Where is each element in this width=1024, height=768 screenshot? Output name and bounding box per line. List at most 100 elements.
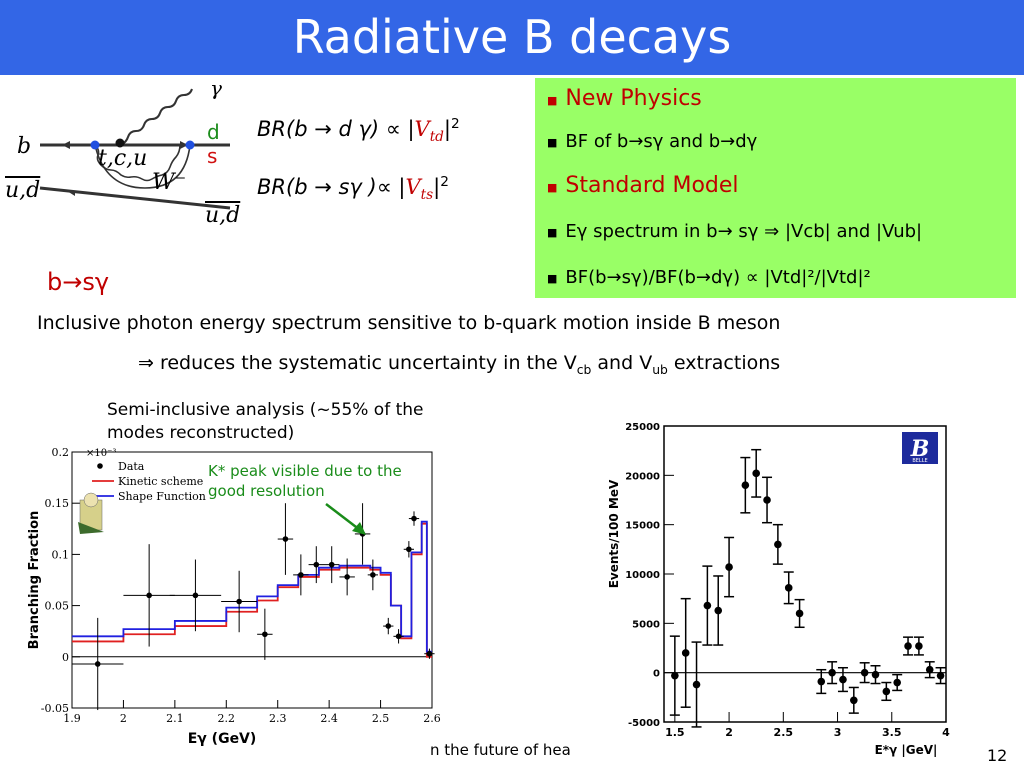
- data-point: [692, 680, 701, 689]
- mascot-head: [83, 492, 99, 508]
- y-axis-label: Branching Fraction: [27, 511, 42, 650]
- ubar-dbar-right-label: u,d: [205, 203, 241, 228]
- x-tick-label: 3: [834, 726, 842, 739]
- y-tick-label: 15000: [625, 521, 660, 532]
- vertex-right: [185, 140, 195, 150]
- b-quark-label: b: [17, 134, 32, 159]
- data-point: [828, 668, 836, 677]
- gamma-label: γ: [210, 76, 222, 100]
- page-number: 12: [987, 746, 1008, 765]
- x-tick-label: 4: [942, 726, 950, 739]
- data-point: [671, 671, 679, 680]
- belle-logo-letter: B: [910, 436, 930, 462]
- b-to-s-gamma-label: b→sγ: [47, 268, 110, 296]
- data-point: [298, 572, 304, 578]
- x-tick-label: 3.5: [882, 726, 902, 739]
- x-tick-label: 2.1: [166, 712, 184, 725]
- legend-data: Data: [118, 460, 145, 473]
- data-point: [882, 687, 891, 696]
- semi-inclusive-caption: Semi-inclusive analysis (~55% of the mod…: [107, 400, 424, 443]
- data-point: [817, 677, 826, 686]
- data-point: [915, 642, 923, 650]
- x-axis-label: Eγ (GeV): [188, 731, 257, 747]
- plot-frame: [71, 451, 433, 709]
- bf-item: ■ BF of b→sγ and b→dγ: [547, 131, 758, 152]
- egamma-item: ■ Eγ spectrum in b→ sγ ⇒ |Vcb| and |Vub|: [547, 221, 923, 242]
- y-tick-label: -0.05: [41, 702, 69, 715]
- y-tick-label: 20000: [625, 471, 660, 482]
- y-tick-label: 0.15: [45, 497, 70, 510]
- title-bar: [0, 0, 1024, 75]
- y-tick-label: 0: [653, 669, 660, 680]
- branching-fraction-chart: 1.9 2 2.1 2.2 2.3 2.4 2.5 2.6 -0.05 0 0.05 0.1 0.15 0…: [27, 446, 441, 747]
- data-point: [385, 623, 392, 629]
- y-tick-label: 0: [62, 651, 69, 664]
- y-tick-label: -5000: [628, 718, 660, 729]
- plot-frame: [663, 425, 947, 723]
- mascot-stand: [78, 522, 104, 534]
- data-point: [681, 649, 690, 657]
- kinetic-scheme-histogram: [72, 522, 432, 658]
- vertex-photon: [115, 138, 125, 148]
- data-point: [395, 633, 402, 640]
- data-point: [893, 678, 901, 687]
- feynman-diagram: [39, 88, 231, 210]
- x-tick-label: 2.6: [423, 712, 441, 725]
- br-bs-formula: BR(b → sγ )∝ |Vts|2: [257, 174, 449, 204]
- kstar-arrow-head: [352, 522, 366, 535]
- legend-shape: Shape Function: [118, 490, 206, 503]
- data-point: [146, 592, 152, 599]
- w-boson-label: W⁻: [152, 170, 187, 195]
- data-point: [850, 696, 858, 705]
- data-point: [752, 469, 760, 478]
- s-quark-label: s: [207, 144, 218, 168]
- data-point: [192, 592, 199, 599]
- legend-kinetic: Kinetic scheme: [118, 475, 203, 488]
- vertex-left: [90, 140, 100, 150]
- data-point: [725, 563, 733, 571]
- belle-logo: [902, 432, 938, 464]
- y-axis-label: Events/100 MeV: [607, 479, 621, 588]
- photon-line: [119, 88, 193, 146]
- x-tick-label: 1.9: [63, 712, 81, 725]
- data-point: [411, 515, 417, 522]
- data-point: [328, 561, 335, 568]
- standard-model-item: ■ Standard Model: [547, 173, 739, 198]
- d-quark-label: d: [207, 120, 220, 144]
- data-point: [871, 670, 880, 679]
- y-tick-label: 0.05: [45, 600, 70, 613]
- footer-text: n the future of hea: [430, 741, 571, 759]
- data-point: [262, 631, 268, 638]
- shape-function-histogram: [72, 520, 432, 653]
- loop-quark-label: t,c,u: [98, 146, 148, 171]
- data-point: [904, 642, 912, 650]
- data-point: [703, 601, 712, 610]
- data-point: [344, 574, 350, 580]
- x-tick-label: 2.5: [372, 712, 390, 725]
- data-point: [236, 598, 242, 605]
- y-tick-label: 5000: [632, 619, 660, 630]
- kstar-annotation: K* peak visible due to the good resoluti…: [208, 462, 402, 500]
- y-tick-label: 10000: [625, 570, 660, 581]
- data-point: [426, 650, 433, 657]
- x-tick-label: 2: [120, 712, 127, 725]
- x-tick-label: 2.4: [320, 712, 338, 725]
- belle-logo-subtext: BELLE: [912, 458, 927, 464]
- x-tick-label: 2.2: [218, 712, 236, 725]
- data-point: [741, 481, 750, 489]
- ratio-item: ■ BF(b→sγ)/BF(b→dγ) ∝ |Vtd|²/|Vtd|²: [547, 267, 871, 288]
- data-point: [925, 665, 934, 674]
- reduces-uncertainty-text: ⇒ reduces the systematic uncertainty in …: [138, 352, 781, 377]
- y-tick-label: 0.1: [52, 548, 70, 561]
- data-point: [94, 661, 101, 667]
- kstar-arrow-line: [325, 503, 361, 531]
- x-tick-label: 2.5: [774, 726, 794, 739]
- events-spectrum-chart: 1.5 2 2.5 3 3.5 4 -5000 0 5000 10000 15000 20000 250…: [607, 422, 950, 757]
- br-bd-formula: BR(b → d γ) ∝ |Vtd|2: [257, 116, 460, 146]
- new-physics-item: ■ New Physics: [547, 86, 702, 111]
- data-point: [839, 675, 847, 684]
- x-tick-label: 2: [725, 726, 733, 739]
- x-tick-label: 1.5: [665, 726, 685, 739]
- data-point: [282, 536, 289, 542]
- data-point: [313, 561, 320, 568]
